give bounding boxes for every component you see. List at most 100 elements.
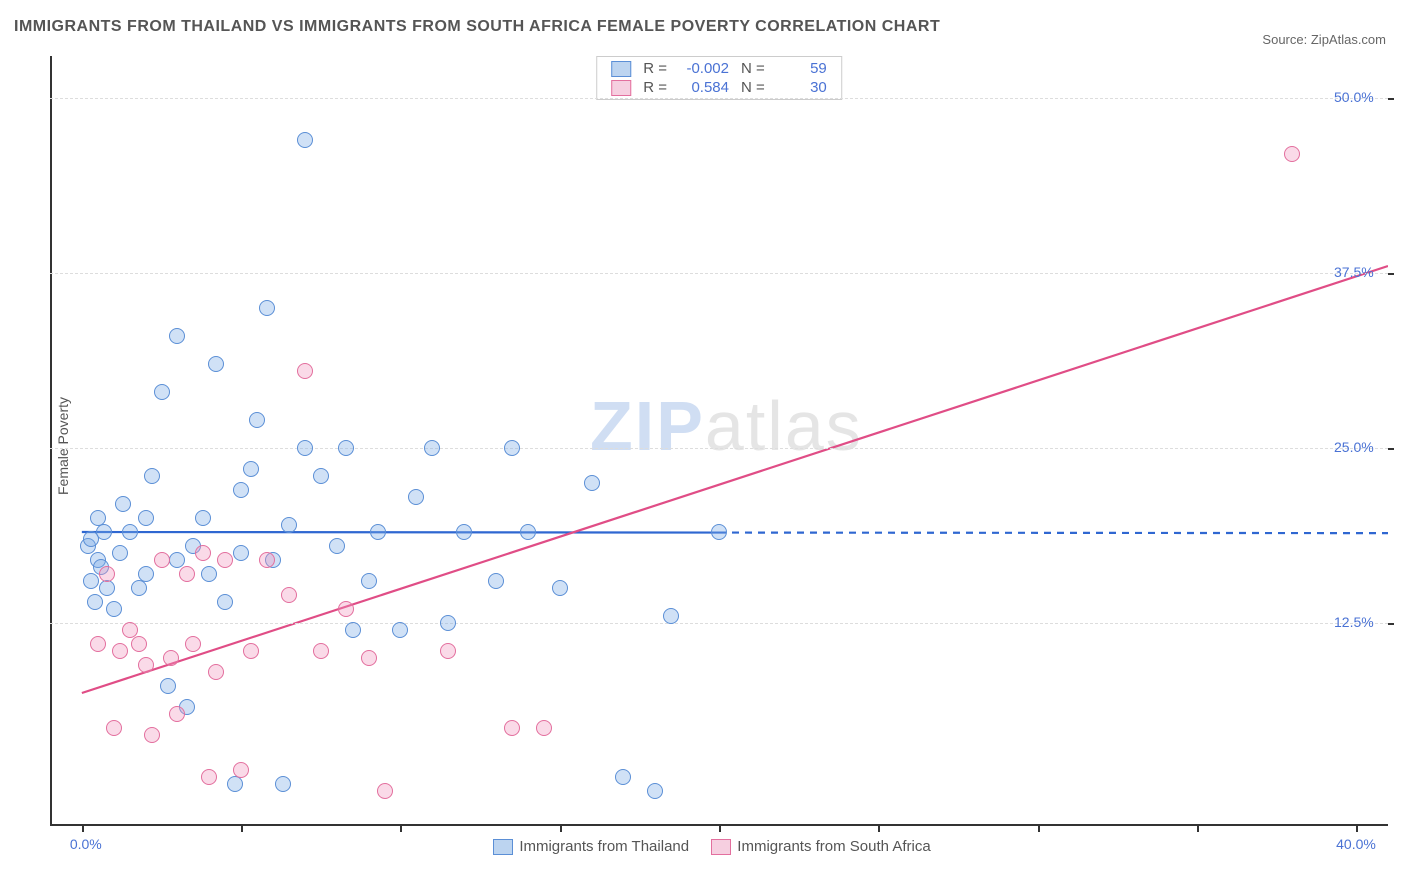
data-point-south_africa — [536, 720, 552, 736]
data-point-south_africa — [313, 643, 329, 659]
y-tick-label: 12.5% — [1334, 614, 1374, 630]
data-point-thailand — [281, 517, 297, 533]
data-point-south_africa — [185, 636, 201, 652]
data-point-thailand — [297, 132, 313, 148]
data-point-thailand — [552, 580, 568, 596]
data-point-thailand — [275, 776, 291, 792]
data-point-south_africa — [195, 545, 211, 561]
data-point-south_africa — [106, 720, 122, 736]
gridline — [50, 98, 1388, 99]
data-point-thailand — [663, 608, 679, 624]
data-point-thailand — [504, 440, 520, 456]
y-tick-mark — [1388, 98, 1394, 100]
x-tick-mark — [82, 826, 84, 832]
data-point-thailand — [83, 573, 99, 589]
legend-label-thailand: Immigrants from Thailand — [519, 838, 689, 855]
data-point-south_africa — [208, 664, 224, 680]
data-point-thailand — [160, 678, 176, 694]
data-point-south_africa — [179, 566, 195, 582]
legend-label-southafrica: Immigrants from South Africa — [737, 838, 930, 855]
scatter-plot-area: ZIPatlas R =-0.002 N =59 R =0.584 N =30 — [50, 56, 1388, 826]
data-point-south_africa — [504, 720, 520, 736]
x-tick-mark — [878, 826, 880, 832]
legend-row-thailand: R =-0.002 N =59 — [605, 59, 833, 78]
data-point-thailand — [195, 510, 211, 526]
y-tick-mark — [1388, 273, 1394, 275]
data-point-thailand — [144, 468, 160, 484]
data-point-thailand — [584, 475, 600, 491]
data-point-south_africa — [201, 769, 217, 785]
data-point-thailand — [90, 510, 106, 526]
gridline — [50, 273, 1388, 274]
data-point-south_africa — [338, 601, 354, 617]
trend-lines — [50, 56, 1388, 826]
data-point-thailand — [520, 524, 536, 540]
data-point-south_africa — [163, 650, 179, 666]
data-point-south_africa — [233, 762, 249, 778]
data-point-south_africa — [440, 643, 456, 659]
x-tick-mark — [1356, 826, 1358, 832]
trend-line-south_africa — [82, 266, 1388, 693]
x-tick-mark — [241, 826, 243, 832]
data-point-south_africa — [169, 706, 185, 722]
data-point-thailand — [131, 580, 147, 596]
data-point-thailand — [249, 412, 265, 428]
data-point-south_africa — [377, 783, 393, 799]
data-point-south_africa — [131, 636, 147, 652]
x-tick-label: 40.0% — [1336, 836, 1376, 852]
x-tick-mark — [560, 826, 562, 832]
data-point-thailand — [96, 524, 112, 540]
data-point-thailand — [711, 524, 727, 540]
data-point-thailand — [424, 440, 440, 456]
trend-line-thailand — [82, 532, 719, 533]
data-point-south_africa — [154, 552, 170, 568]
data-point-south_africa — [217, 552, 233, 568]
data-point-thailand — [361, 573, 377, 589]
data-point-thailand — [87, 594, 103, 610]
data-point-thailand — [392, 622, 408, 638]
x-tick-mark — [719, 826, 721, 832]
data-point-thailand — [115, 496, 131, 512]
legend-row-southafrica: R =0.584 N =30 — [605, 78, 833, 97]
data-point-thailand — [243, 461, 259, 477]
x-tick-label: 0.0% — [70, 836, 102, 852]
data-point-thailand — [370, 524, 386, 540]
data-point-south_africa — [144, 727, 160, 743]
y-axis-line — [50, 56, 52, 826]
data-point-thailand — [122, 524, 138, 540]
data-point-thailand — [647, 783, 663, 799]
trend-line-thailand-dashed — [719, 533, 1388, 534]
data-point-south_africa — [138, 657, 154, 673]
data-point-south_africa — [259, 552, 275, 568]
data-point-thailand — [615, 769, 631, 785]
y-tick-label: 25.0% — [1334, 439, 1374, 455]
y-tick-label: 50.0% — [1334, 89, 1374, 105]
data-point-thailand — [297, 440, 313, 456]
data-point-thailand — [154, 384, 170, 400]
data-point-thailand — [169, 328, 185, 344]
data-point-thailand — [217, 594, 233, 610]
x-tick-mark — [1197, 826, 1199, 832]
data-point-thailand — [99, 580, 115, 596]
data-point-south_africa — [243, 643, 259, 659]
data-point-thailand — [106, 601, 122, 617]
data-point-south_africa — [281, 587, 297, 603]
data-point-thailand — [112, 545, 128, 561]
data-point-thailand — [208, 356, 224, 372]
data-point-thailand — [408, 489, 424, 505]
gridline — [50, 623, 1388, 624]
x-tick-mark — [1038, 826, 1040, 832]
data-point-thailand — [138, 510, 154, 526]
data-point-thailand — [345, 622, 361, 638]
series-legend: Immigrants from Thailand Immigrants from… — [0, 838, 1406, 855]
data-point-thailand — [313, 468, 329, 484]
data-point-thailand — [233, 482, 249, 498]
data-point-thailand — [227, 776, 243, 792]
data-point-thailand — [138, 566, 154, 582]
data-point-thailand — [329, 538, 345, 554]
watermark: ZIPatlas — [590, 386, 863, 466]
data-point-south_africa — [99, 566, 115, 582]
gridline — [50, 448, 1388, 449]
data-point-thailand — [440, 615, 456, 631]
correlation-legend: R =-0.002 N =59 R =0.584 N =30 — [596, 56, 842, 100]
